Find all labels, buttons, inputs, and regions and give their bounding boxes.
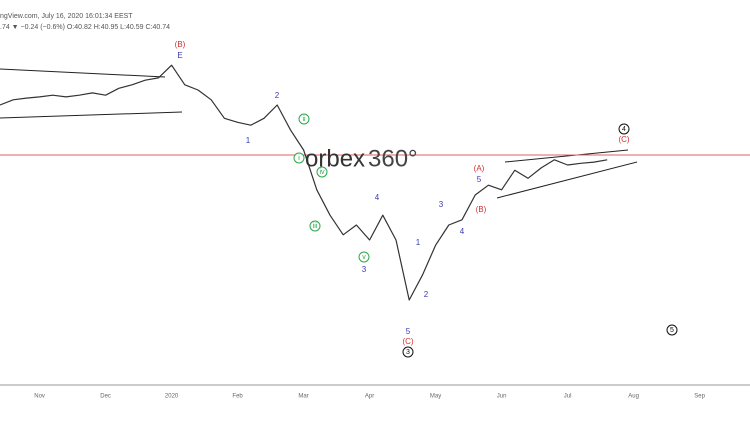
wave-label: 1 <box>246 136 251 145</box>
x-tick-label: Aug <box>628 394 639 400</box>
trendline <box>0 111 183 119</box>
wave-label: 2 <box>275 91 280 100</box>
wave-label: E <box>177 51 182 60</box>
wave-label: ii <box>302 116 306 123</box>
trendline <box>504 149 629 163</box>
wave-label: 5 <box>670 327 674 334</box>
wave-circle <box>402 346 414 358</box>
x-tick-label: Mar <box>298 394 308 400</box>
x-tick-label: Nov <box>34 394 45 400</box>
wave-label: (B) <box>175 40 186 49</box>
wave-label: i <box>298 155 300 162</box>
wave-label: 1 <box>416 238 421 247</box>
header-quote: .74 ▼ −0.24 (−0.6%) O:40.82 H:40.95 L:40… <box>0 24 170 31</box>
x-tick-label: 2020 <box>165 394 179 400</box>
wave-label: 4 <box>460 227 465 236</box>
x-tick-label: Jul <box>564 394 572 400</box>
wave-label: (A) <box>474 164 485 173</box>
wave-circle <box>618 123 630 135</box>
trendline <box>0 68 166 78</box>
wave-label: 5 <box>477 175 482 184</box>
wave-label: 2 <box>424 290 429 299</box>
wave-label: iii <box>313 223 318 230</box>
logo-brand: orbex <box>305 145 365 172</box>
wave-label: 3 <box>362 265 367 274</box>
wave-label: iv <box>319 169 325 176</box>
x-tick-label: Apr <box>365 394 374 400</box>
x-tick-label: Sep <box>694 394 705 400</box>
x-tick-label: Feb <box>232 394 243 400</box>
wave-label: (C) <box>402 337 413 346</box>
plot <box>0 64 750 301</box>
wave-circle <box>298 113 310 125</box>
wave-circle <box>316 166 328 178</box>
x-tick-label: Dec <box>100 394 111 400</box>
wave-label: 3 <box>406 349 410 356</box>
logo-suffix: 360° <box>368 145 418 172</box>
wave-label: v <box>362 254 366 261</box>
price-line <box>0 64 608 301</box>
wave-label: (B) <box>476 205 487 214</box>
wave-label: 3 <box>439 200 444 209</box>
logo: orbex 360° <box>305 145 418 172</box>
wave-circle <box>293 152 305 164</box>
wave-label: 5 <box>406 327 411 336</box>
wave-circle <box>358 251 370 263</box>
x-tick-label: May <box>430 394 441 400</box>
header-source: ngView.com, July 16, 2020 16:01:34 EEST <box>0 13 133 20</box>
trendline <box>496 161 638 199</box>
x-tick-label: Jun <box>497 394 507 400</box>
wave-label: 4 <box>622 126 626 133</box>
wave-circle <box>309 220 321 232</box>
wave-circle <box>666 324 678 336</box>
wave-label: (C) <box>618 135 629 144</box>
wave-label: 4 <box>375 193 380 202</box>
